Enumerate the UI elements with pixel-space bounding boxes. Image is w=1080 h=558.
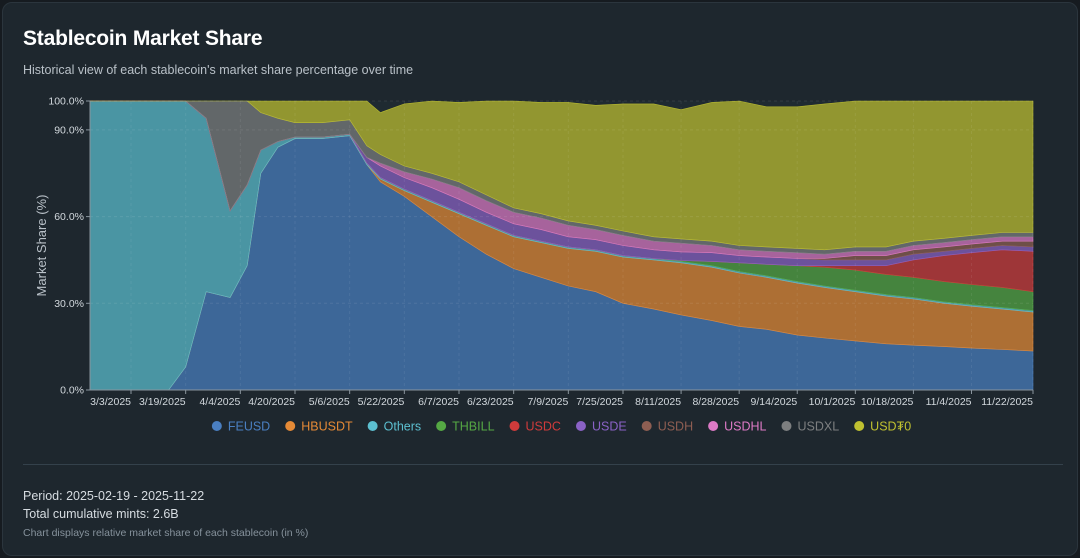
- legend-swatch: [708, 421, 719, 431]
- legend-swatch: [509, 421, 520, 431]
- legend-label: USDH: [658, 419, 693, 433]
- legend-label: HBUSDT: [301, 419, 353, 433]
- legend-label: THBILL: [452, 419, 494, 433]
- legend-label: USDXL: [797, 419, 839, 433]
- legend-item-usde[interactable]: USDE: [575, 419, 627, 433]
- x-tick-label: 4/20/2025: [248, 396, 295, 408]
- x-tick-label: 5/6/2025: [309, 396, 350, 408]
- legend-swatch: [436, 421, 447, 431]
- legend-label: USD₮0: [870, 419, 911, 433]
- legend-label: USDHL: [724, 419, 766, 433]
- x-tick-label: 3/19/2025: [139, 396, 186, 408]
- chart-title: Stablecoin Market Share: [23, 27, 263, 50]
- x-tick-label: 8/11/2025: [635, 396, 681, 408]
- x-tick-label: 7/25/2025: [576, 396, 623, 408]
- x-tick-label: 11/22/2025: [981, 396, 1033, 408]
- series-areas: [89, 100, 1034, 391]
- x-tick-label: 4/4/2025: [199, 396, 240, 408]
- legend-swatch: [781, 421, 792, 431]
- legend-item-usd₮0[interactable]: USD₮0: [854, 419, 911, 433]
- period-text: Period: 2025-02-19 - 2025-11-22: [23, 489, 205, 503]
- x-tick-label: 5/22/2025: [358, 396, 405, 408]
- y-tick-label: 60.0%: [54, 211, 84, 223]
- x-tick-label: 3/3/2025: [90, 396, 131, 408]
- x-tick-label: 10/1/2025: [809, 396, 856, 408]
- legend: FEUSD HBUSDT Others THBILL USDC USDE USDH USDHL…: [211, 419, 911, 433]
- legend-label: USDE: [592, 419, 627, 433]
- legend-swatch: [575, 421, 586, 431]
- legend-swatch: [285, 421, 296, 431]
- x-tick-label: 7/9/2025: [527, 396, 568, 408]
- x-tick-label: 8/28/2025: [692, 396, 739, 408]
- area-series-usd₮0[interactable]: [90, 100, 1034, 251]
- y-axis-title: Market Share (%): [34, 195, 49, 297]
- y-tick-label: 100.0%: [48, 96, 84, 108]
- y-tick-label: 0.0%: [60, 385, 84, 397]
- legend-item-usdxl[interactable]: USDXL: [781, 419, 839, 433]
- legend-swatch: [854, 421, 865, 431]
- legend-item-feusd[interactable]: FEUSD: [211, 419, 270, 433]
- chart-subtitle: Historical view of each stablecoin's mar…: [23, 63, 414, 77]
- y-tick-label: 30.0%: [54, 298, 84, 310]
- y-tick-label: 90.0%: [54, 124, 84, 136]
- legend-swatch: [367, 421, 378, 431]
- x-tick-label: 6/7/2025: [418, 396, 459, 408]
- x-tick-label: 6/23/2025: [467, 396, 514, 408]
- legend-label: USDC: [526, 419, 561, 433]
- legend-swatch: [211, 421, 222, 431]
- x-tick-label: 9/14/2025: [751, 396, 798, 408]
- legend-item-usdhl[interactable]: USDHL: [708, 419, 767, 433]
- legend-item-hbusdt[interactable]: HBUSDT: [285, 419, 353, 433]
- legend-label: FEUSD: [228, 419, 270, 433]
- legend-item-thbill[interactable]: THBILL: [436, 419, 495, 433]
- chart-note: Chart displays relative market share of …: [23, 527, 309, 539]
- footer-divider: [23, 464, 1063, 465]
- mints-text: Total cumulative mints: 2.6B: [23, 507, 179, 521]
- x-tick-label: 10/18/2025: [861, 396, 914, 408]
- x-tick-label: 11/4/2025: [926, 396, 972, 408]
- legend-item-others[interactable]: Others: [367, 419, 422, 433]
- legend-item-usdh[interactable]: USDH: [641, 419, 693, 433]
- legend-swatch: [641, 421, 652, 431]
- legend-label: Others: [384, 419, 422, 433]
- legend-item-usdc[interactable]: USDC: [509, 419, 561, 433]
